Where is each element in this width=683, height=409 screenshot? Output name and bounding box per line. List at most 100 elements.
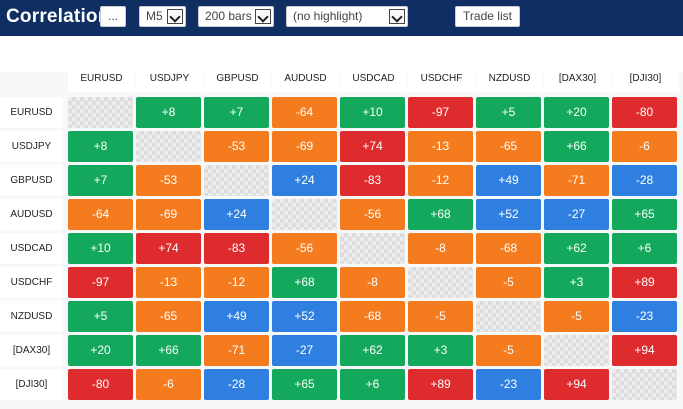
matrix-cell[interactable]: -53 xyxy=(204,131,269,162)
matrix-cell-diagonal[interactable] xyxy=(136,131,201,162)
matrix-cell[interactable]: -13 xyxy=(408,131,473,162)
matrix-cell[interactable]: +65 xyxy=(272,369,337,400)
matrix-cell[interactable]: -64 xyxy=(68,199,133,230)
matrix-cell[interactable]: -23 xyxy=(612,301,677,332)
matrix-cell[interactable]: -6 xyxy=(612,131,677,162)
matrix-cell-diagonal[interactable] xyxy=(612,369,677,400)
matrix-cell[interactable]: -68 xyxy=(340,301,405,332)
matrix-cell[interactable]: -5 xyxy=(476,267,541,298)
matrix-cell[interactable]: +10 xyxy=(340,97,405,128)
row-header: EURUSD xyxy=(0,97,63,128)
highlight-value: (no highlight) xyxy=(293,9,363,23)
trade-list-button[interactable]: Trade list xyxy=(455,6,520,27)
matrix-cell[interactable]: +7 xyxy=(204,97,269,128)
matrix-cell[interactable]: +66 xyxy=(544,131,609,162)
matrix-cell[interactable]: +89 xyxy=(408,369,473,400)
matrix-cell[interactable]: -28 xyxy=(204,369,269,400)
matrix-cell[interactable]: +62 xyxy=(340,335,405,366)
matrix-cell[interactable]: -65 xyxy=(476,131,541,162)
row-header: USDJPY xyxy=(0,131,63,162)
matrix-cell[interactable]: +49 xyxy=(476,165,541,196)
matrix-cell[interactable]: +49 xyxy=(204,301,269,332)
matrix-cell[interactable]: +5 xyxy=(476,97,541,128)
matrix-cell-diagonal[interactable] xyxy=(476,301,541,332)
matrix-cell-diagonal[interactable] xyxy=(204,165,269,196)
matrix-cell-diagonal[interactable] xyxy=(68,97,133,128)
matrix-cell[interactable]: -23 xyxy=(476,369,541,400)
column-header: EURUSD xyxy=(68,64,135,92)
matrix-cell[interactable]: +5 xyxy=(68,301,133,332)
matrix-cell[interactable]: -83 xyxy=(204,233,269,264)
bars-select[interactable]: 200 bars xyxy=(198,6,274,27)
matrix-cell[interactable]: +10 xyxy=(68,233,133,264)
matrix-cell[interactable]: -6 xyxy=(136,369,201,400)
matrix-cell-diagonal[interactable] xyxy=(544,335,609,366)
matrix-cell-diagonal[interactable] xyxy=(340,233,405,264)
matrix-cell[interactable]: +20 xyxy=(68,335,133,366)
matrix-cell[interactable]: +65 xyxy=(612,199,677,230)
row-header: USDCAD xyxy=(0,233,63,264)
matrix-cell[interactable]: +94 xyxy=(544,369,609,400)
matrix-cell[interactable]: -64 xyxy=(272,97,337,128)
matrix-cell[interactable]: -97 xyxy=(68,267,133,298)
matrix-cell[interactable]: -27 xyxy=(272,335,337,366)
matrix-cell[interactable]: -97 xyxy=(408,97,473,128)
matrix-cell[interactable]: +6 xyxy=(612,233,677,264)
matrix-cell[interactable]: -13 xyxy=(136,267,201,298)
matrix-cell[interactable]: -80 xyxy=(68,369,133,400)
matrix-cell[interactable]: -80 xyxy=(612,97,677,128)
top-bar: Correlation ... M5 200 bars (no highligh… xyxy=(0,0,683,36)
matrix-cell-diagonal[interactable] xyxy=(272,199,337,230)
matrix-cell[interactable]: -8 xyxy=(340,267,405,298)
matrix-cell[interactable]: +24 xyxy=(204,199,269,230)
matrix-cell[interactable]: -83 xyxy=(340,165,405,196)
matrix-cell[interactable]: -27 xyxy=(544,199,609,230)
matrix-cell[interactable]: -5 xyxy=(476,335,541,366)
matrix-cell[interactable]: +8 xyxy=(136,97,201,128)
matrix-cell[interactable]: -12 xyxy=(204,267,269,298)
chevron-down-icon[interactable] xyxy=(167,9,183,24)
matrix-cell[interactable]: +3 xyxy=(408,335,473,366)
matrix-cell[interactable]: +68 xyxy=(272,267,337,298)
matrix-cell[interactable]: +74 xyxy=(340,131,405,162)
matrix-cell[interactable]: +62 xyxy=(544,233,609,264)
matrix-cell[interactable]: -53 xyxy=(136,165,201,196)
matrix-cell[interactable]: +94 xyxy=(612,335,677,366)
matrix-cell[interactable]: +8 xyxy=(68,131,133,162)
matrix-cell[interactable]: +24 xyxy=(272,165,337,196)
matrix-cell[interactable]: -28 xyxy=(612,165,677,196)
column-header: USDCAD xyxy=(340,64,407,92)
matrix-cell[interactable]: -68 xyxy=(476,233,541,264)
matrix-cell[interactable]: +74 xyxy=(136,233,201,264)
row-header: AUDUSD xyxy=(0,199,63,230)
matrix-cell[interactable]: +6 xyxy=(340,369,405,400)
matrix-cell[interactable]: +7 xyxy=(68,165,133,196)
matrix-cell[interactable]: +89 xyxy=(612,267,677,298)
matrix-cell[interactable]: -71 xyxy=(204,335,269,366)
matrix-cell[interactable]: +20 xyxy=(544,97,609,128)
chevron-down-icon[interactable] xyxy=(255,9,271,24)
row-header: USDCHF xyxy=(0,267,63,298)
matrix-cell[interactable]: +52 xyxy=(476,199,541,230)
matrix-cell[interactable]: -12 xyxy=(408,165,473,196)
column-header: [DJI30] xyxy=(612,64,679,92)
matrix-cell[interactable]: -8 xyxy=(408,233,473,264)
matrix-cell[interactable]: +3 xyxy=(544,267,609,298)
matrix-cell[interactable]: +68 xyxy=(408,199,473,230)
matrix-cell[interactable]: -5 xyxy=(408,301,473,332)
matrix-cell[interactable]: -71 xyxy=(544,165,609,196)
highlight-select[interactable]: (no highlight) xyxy=(286,6,408,27)
matrix-cell[interactable]: -56 xyxy=(340,199,405,230)
chevron-down-icon[interactable] xyxy=(389,9,405,24)
matrix-cell[interactable]: -5 xyxy=(544,301,609,332)
timeframe-select[interactable]: M5 xyxy=(139,6,186,27)
matrix-cell[interactable]: -65 xyxy=(136,301,201,332)
matrix-cell[interactable]: +52 xyxy=(272,301,337,332)
timeframe-value: M5 xyxy=(146,9,163,23)
matrix-cell[interactable]: -69 xyxy=(272,131,337,162)
matrix-cell[interactable]: -56 xyxy=(272,233,337,264)
matrix-cell[interactable]: -69 xyxy=(136,199,201,230)
more-button[interactable]: ... xyxy=(100,6,126,27)
matrix-cell[interactable]: +66 xyxy=(136,335,201,366)
matrix-cell-diagonal[interactable] xyxy=(408,267,473,298)
